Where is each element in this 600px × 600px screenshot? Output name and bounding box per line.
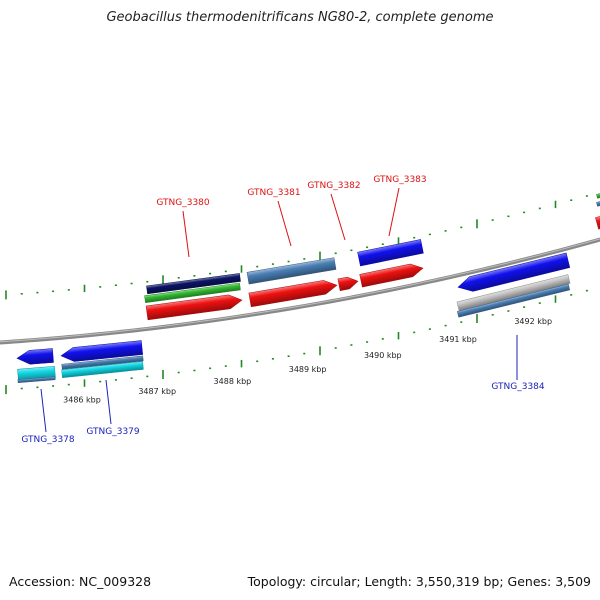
gene-label: GTNG_3378 <box>21 435 75 445</box>
accession-label: Accession: NC_009328 <box>9 574 152 589</box>
gene-label: GTNG_3382 <box>307 181 360 191</box>
gene-label-leader <box>277 200 292 247</box>
gene-label: GTNG_3381 <box>247 188 300 198</box>
gene-3378-track-stripe <box>17 376 56 383</box>
gene-label: GTNG_3384 <box>491 382 545 392</box>
inner-tick-ring <box>5 289 588 395</box>
genome-title: Geobacillus thermodenitrificans NG80-2, … <box>106 10 494 25</box>
gene-label: GTNG_3383 <box>373 175 426 185</box>
gene-label-leader <box>182 210 190 258</box>
gene-label-leader <box>105 379 112 425</box>
genome-backbone-highlight <box>0 238 600 343</box>
gene-3382-cds <box>337 276 359 291</box>
feature-tracks <box>16 191 600 383</box>
gene-3381-cds <box>248 280 338 308</box>
gene-label: GTNG_3379 <box>86 427 140 437</box>
gene-3379-track-cyan <box>61 361 144 378</box>
gene-3379-track-blue <box>61 355 144 370</box>
scale-label: 3491 kbp <box>439 335 477 344</box>
gene-3384-track-blue <box>456 283 571 318</box>
gene-3379-cds <box>60 340 143 362</box>
gene-edge-cds <box>595 214 600 230</box>
scale-label: 3486 kbp <box>63 395 101 404</box>
gene-labels: GTNG_3378 GTNG_3379 GTNG_3380 GTNG_3381 GTNG… <box>21 175 545 445</box>
scale-label: 3492 kbp <box>514 317 552 326</box>
topology-summary: Topology: circular; Length: 3,550,319 bp… <box>247 574 591 589</box>
gene-label-leader <box>40 388 47 433</box>
gene-3380-cds <box>145 294 243 321</box>
gene-3384-track-silver <box>456 274 571 311</box>
gene-3378-cds <box>16 348 54 365</box>
gene-3380-track-green <box>144 282 241 303</box>
gene-label-leader <box>388 187 400 237</box>
genome-backbone <box>0 237 600 345</box>
scale-label: 3489 kbp <box>289 365 327 374</box>
gene-3383-track-blue <box>357 239 424 267</box>
scale-label: 3488 kbp <box>214 377 252 386</box>
gene-3381-track-blue <box>246 257 337 285</box>
tick-rings <box>5 195 588 395</box>
gene-3383-cds <box>359 263 424 288</box>
scale-label: 3490 kbp <box>364 351 402 360</box>
gene-edge-track-green <box>596 191 600 199</box>
scale-label: 3487 kbp <box>138 387 176 396</box>
outer-tick-ring <box>5 195 588 300</box>
gene-label: GTNG_3380 <box>156 198 210 208</box>
scale-labels: 3486 kbp 3487 kbp 3488 kbp 3489 kbp 3490 kbp… <box>63 317 552 405</box>
gene-3384-cds <box>457 252 571 292</box>
gene-label-leader <box>330 193 346 241</box>
gene-3380-track-navy <box>146 273 241 295</box>
gene-edge-track-blue <box>596 199 600 207</box>
